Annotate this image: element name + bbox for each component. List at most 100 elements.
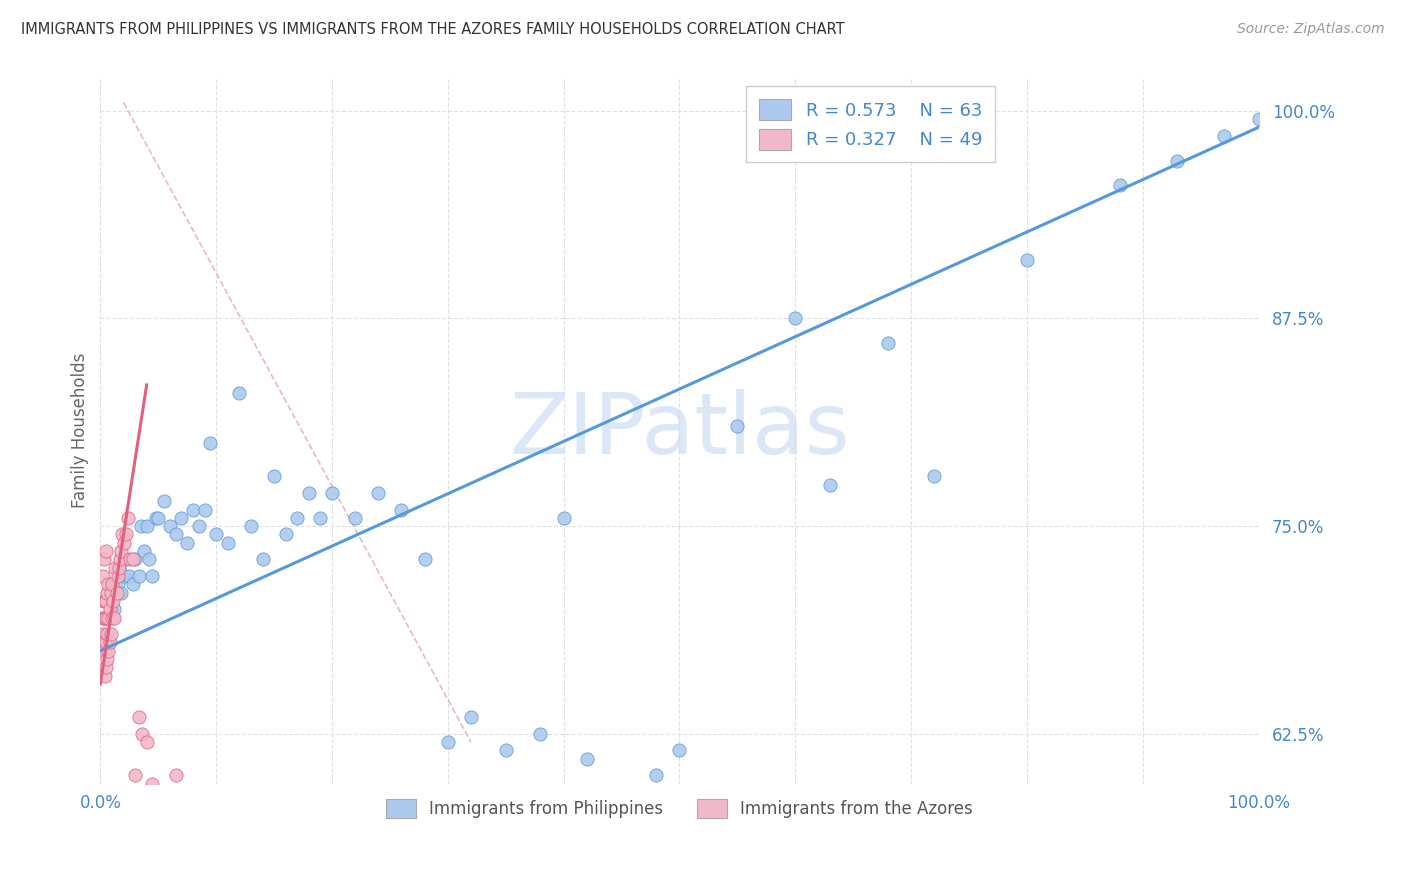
Point [135, 735, 157, 749]
Point [321, 486, 343, 500]
Point [460, 710, 482, 724]
Point [93, 552, 115, 566]
Text: ZIPatlas: ZIPatlas [509, 389, 849, 472]
Point [181, 502, 204, 516]
Point [93, 635, 115, 649]
Point [141, 569, 163, 583]
Point [104, 560, 127, 574]
Point [103, 602, 125, 616]
Point [124, 768, 146, 782]
Point [645, 768, 668, 782]
Point [187, 519, 209, 533]
Point [94, 594, 117, 608]
Point [263, 469, 285, 483]
Point [118, 569, 141, 583]
Point [1015, 253, 1038, 268]
Point [91, 569, 114, 583]
Point [101, 577, 124, 591]
Point [134, 544, 156, 558]
Point [120, 552, 142, 566]
Text: Source: ZipAtlas.com: Source: ZipAtlas.com [1237, 22, 1385, 37]
Point [94, 610, 117, 624]
Point [108, 560, 131, 574]
Point [101, 610, 124, 624]
Point [818, 477, 841, 491]
Point [93, 594, 115, 608]
Point [100, 627, 122, 641]
Point [108, 552, 131, 566]
Point [1108, 178, 1130, 193]
Point [367, 486, 389, 500]
Point [98, 594, 121, 608]
Point [145, 511, 167, 525]
Point [1247, 112, 1270, 126]
Point [101, 594, 124, 608]
Point [112, 569, 135, 583]
Text: IMMIGRANTS FROM PHILIPPINES VS IMMIGRANTS FROM THE AZORES FAMILY HOUSEHOLDS CORR: IMMIGRANTS FROM PHILIPPINES VS IMMIGRANT… [21, 22, 845, 37]
Point [131, 727, 153, 741]
Point [98, 635, 121, 649]
Point [91, 610, 114, 624]
Point [100, 585, 122, 599]
Point [94, 635, 117, 649]
Point [529, 727, 551, 741]
Point [200, 436, 222, 450]
Point [103, 610, 125, 624]
Point [94, 544, 117, 558]
Point [413, 552, 436, 566]
Point [97, 644, 120, 658]
Point [285, 511, 308, 525]
Point [96, 627, 118, 641]
Point [725, 419, 748, 434]
Point [309, 511, 332, 525]
Point [124, 552, 146, 566]
Point [239, 519, 262, 533]
Point [97, 610, 120, 624]
Point [94, 660, 117, 674]
Point [94, 610, 117, 624]
Point [785, 311, 807, 326]
Point [121, 552, 143, 566]
Point [610, 785, 633, 799]
Point [170, 511, 193, 525]
Point [138, 552, 160, 566]
Point [97, 577, 120, 591]
Point [391, 502, 413, 516]
Point [575, 752, 598, 766]
Point [128, 569, 150, 583]
Point [108, 560, 131, 574]
Point [153, 494, 176, 508]
Point [165, 768, 187, 782]
Point [98, 602, 121, 616]
Point [877, 336, 900, 351]
Point [96, 585, 118, 599]
Point [105, 585, 128, 599]
Point [298, 486, 321, 500]
Point [135, 519, 157, 533]
Legend: Immigrants from Philippines, Immigrants from the Azores: Immigrants from Philippines, Immigrants … [380, 792, 980, 825]
Point [110, 544, 132, 558]
Point [114, 552, 136, 566]
Point [274, 527, 297, 541]
Point [165, 527, 187, 541]
Point [205, 527, 228, 541]
Point [194, 502, 217, 516]
Point [112, 535, 135, 549]
Point [1166, 153, 1188, 168]
Y-axis label: Family Households: Family Households [72, 353, 89, 508]
Point [922, 469, 945, 483]
Point [1212, 128, 1234, 143]
Point [114, 527, 136, 541]
Point [121, 577, 143, 591]
Point [94, 669, 117, 683]
Point [117, 511, 139, 525]
Point [93, 610, 115, 624]
Point [94, 594, 117, 608]
Point [252, 552, 274, 566]
Point [96, 652, 118, 666]
Point [228, 386, 250, 401]
Point [129, 519, 152, 533]
Point [111, 527, 134, 541]
Point [437, 735, 460, 749]
Point [94, 610, 117, 624]
